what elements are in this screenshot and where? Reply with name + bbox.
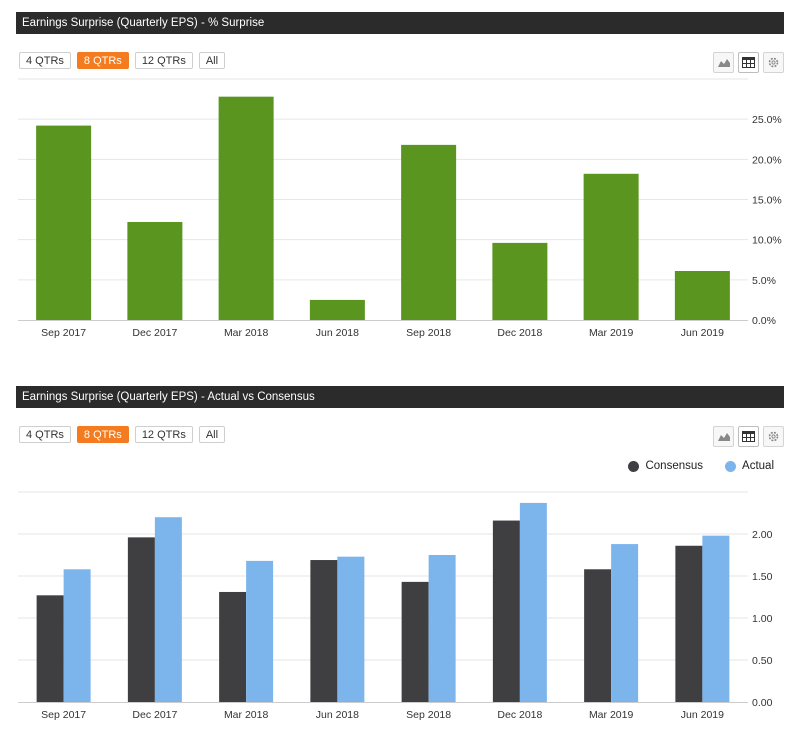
chart-legend: Consensus Actual [628, 460, 774, 472]
consensus-legend-marker [628, 460, 640, 472]
actual-bar-dec-2017 [154, 517, 182, 702]
settings-button[interactable] [763, 52, 784, 73]
legend-item-actual[interactable]: Actual [725, 460, 774, 472]
area-chart-button[interactable] [713, 426, 734, 447]
bar-jun-2018 [309, 299, 365, 320]
y-tick-label: 5.0% [752, 275, 776, 287]
consensus-bar-mar-2019 [584, 569, 612, 702]
x-tick-label: Mar 2018 [224, 709, 269, 721]
table-icon [742, 57, 755, 68]
y-tick-label: 2.00 [752, 529, 773, 541]
y-tick-label: 1.00 [752, 613, 773, 625]
y-tick-label: 15.0% [752, 195, 782, 207]
area-chart-icon [717, 59, 730, 67]
consensus-bar-dec-2018 [492, 520, 520, 702]
actual-vs-consensus-bar-chart: Sep 2017 Dec 2017 Mar 2018 Jun 2018 Sep 2018… [18, 491, 773, 721]
y-tick-label: 1.50 [752, 571, 773, 583]
legend-label-consensus: Consensus [645, 460, 704, 472]
actual-bar-sep-2017 [63, 569, 91, 702]
bar-sep-2018 [401, 144, 457, 320]
table-view-button[interactable] [738, 52, 759, 73]
range-12-qtrs-button[interactable]: 12 QTRs [134, 426, 193, 443]
x-tick-label: Jun 2018 [316, 709, 359, 721]
legend-label-actual: Actual [742, 460, 774, 472]
y-tick-label: 0.50 [752, 655, 773, 667]
surprise-panel: Earnings Surprise (Quarterly EPS) - % Su… [16, 12, 784, 339]
table-view-button[interactable] [738, 426, 759, 447]
gear-icon [768, 57, 779, 68]
area-chart-icon [717, 433, 730, 441]
settings-button[interactable] [763, 426, 784, 447]
surprise-chart-tools [713, 52, 784, 73]
bar-dec-2017 [127, 221, 183, 320]
bar-sep-2017 [36, 125, 92, 321]
x-tick-label: Dec 2017 [132, 709, 177, 721]
range-12-qtrs-button[interactable]: 12 QTRs [134, 52, 193, 69]
range-all-button[interactable]: All [198, 426, 226, 443]
y-tick-label: 0.00 [752, 697, 773, 709]
actual-legend-marker [725, 460, 737, 472]
consensus-bar-sep-2017 [36, 595, 64, 702]
actual-bar-mar-2018 [246, 560, 274, 702]
x-tick-label: Mar 2019 [589, 327, 634, 339]
consensus-bar-mar-2018 [219, 591, 247, 702]
range-4-qtrs-button[interactable]: 4 QTRs [19, 426, 71, 443]
surprise-bar-chart: Sep 2017 Dec 2017 Mar 2018 Jun 2018 Sep 2018… [18, 78, 782, 339]
y-tick-label: 10.0% [752, 235, 782, 247]
actual-bar-jun-2018 [337, 556, 365, 702]
consensus-bar-dec-2017 [127, 537, 155, 702]
range-4-qtrs-button[interactable]: 4 QTRs [19, 52, 71, 69]
bar-jun-2019 [674, 270, 730, 320]
gear-icon [768, 431, 779, 442]
bar-mar-2018 [218, 96, 274, 320]
actual-vs-consensus-panel: Earnings Surprise (Quarterly EPS) - Actu… [0, 370, 800, 740]
x-tick-label: Sep 2018 [406, 709, 451, 721]
x-tick-label: Dec 2018 [497, 709, 542, 721]
x-tick-label: Dec 2017 [132, 327, 177, 339]
y-tick-label: 25.0% [752, 114, 782, 126]
actual-bar-dec-2018 [519, 502, 547, 702]
actual-bar-mar-2019 [611, 544, 639, 702]
x-tick-label: Mar 2019 [589, 709, 634, 721]
avc-chart-tools [713, 426, 784, 447]
consensus-bar-sep-2018 [401, 581, 429, 702]
range-all-button[interactable]: All [198, 52, 226, 69]
consensus-bar-jun-2019 [675, 545, 703, 702]
actual-vs-consensus-panel-title: Earnings Surprise (Quarterly EPS) - Actu… [16, 386, 784, 408]
x-tick-label: Sep 2018 [406, 327, 451, 339]
x-tick-label: Dec 2018 [497, 327, 542, 339]
y-tick-label: 0.0% [752, 315, 776, 327]
actual-bar-jun-2019 [702, 535, 730, 702]
area-chart-button[interactable] [713, 52, 734, 73]
surprise-panel-title: Earnings Surprise (Quarterly EPS) - % Su… [16, 12, 784, 34]
x-tick-label: Sep 2017 [41, 327, 86, 339]
y-tick-label: 20.0% [752, 154, 782, 166]
x-tick-label: Jun 2018 [316, 327, 359, 339]
bar-dec-2018 [492, 242, 548, 320]
legend-item-consensus[interactable]: Consensus [628, 460, 703, 472]
range-8-qtrs-button[interactable]: 8 QTRs [76, 426, 129, 443]
table-icon [742, 431, 755, 442]
range-8-qtrs-button[interactable]: 8 QTRs [76, 52, 129, 69]
bar-mar-2019 [583, 173, 639, 320]
x-tick-label: Sep 2017 [41, 709, 86, 721]
actual-bar-sep-2018 [428, 555, 456, 702]
x-tick-label: Jun 2019 [681, 327, 724, 339]
surprise-range-buttons: 4 QTRs 8 QTRs 12 QTRs All [19, 52, 226, 69]
avc-range-buttons: 4 QTRs 8 QTRs 12 QTRs All [19, 426, 226, 443]
x-tick-label: Jun 2019 [681, 709, 724, 721]
x-tick-label: Mar 2018 [224, 327, 269, 339]
consensus-bar-jun-2018 [310, 560, 338, 702]
